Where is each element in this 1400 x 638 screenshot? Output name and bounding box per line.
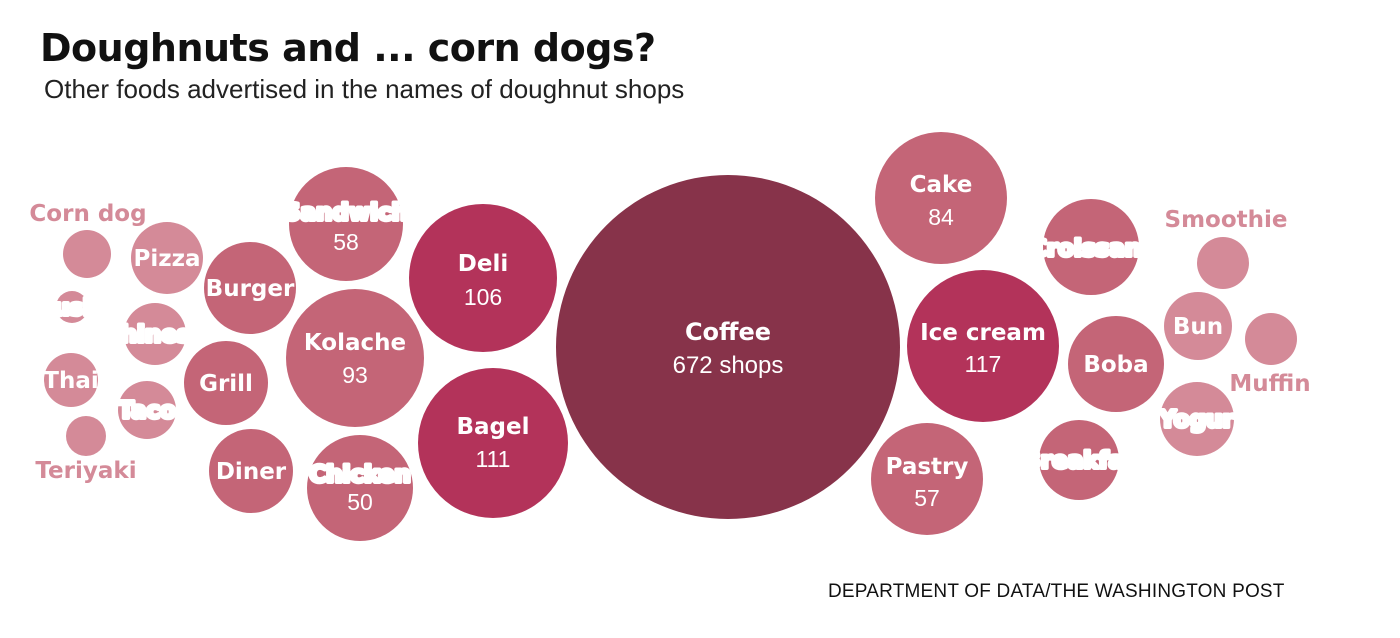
bubble-label-sandwich: Sandwich — [284, 200, 408, 226]
bubble-pastry — [871, 423, 983, 535]
bubble-label-chicken: Chicken — [309, 462, 410, 488]
bubble-label-smoothie: Smoothie — [1165, 207, 1288, 233]
bubble-label-boba: Boba — [1083, 352, 1148, 378]
bubble-cake — [875, 132, 1007, 264]
bubble-value-kolache: 93 — [342, 362, 368, 388]
bubble-label-bagel: Bagel — [457, 414, 530, 440]
source-credit: DEPARTMENT OF DATA/THE WASHINGTON POST — [828, 581, 1285, 602]
bubble-corn-dog — [63, 230, 111, 278]
bubble-muffin — [1245, 313, 1297, 365]
bubble-label-burger: Burger — [206, 276, 295, 302]
bubble-label-sushi: Sushi — [38, 296, 106, 321]
bubble-value-deli: 106 — [464, 284, 502, 310]
bubble-smoothie — [1197, 237, 1249, 289]
bubble-value-coffee: 672 shops — [673, 352, 784, 379]
bubble-thai — [44, 353, 98, 407]
bubble-value-pastry: 57 — [914, 485, 940, 511]
bubble-label-cake: Cake — [910, 172, 973, 198]
chart-subtitle: Other foods advertised in the names of d… — [44, 74, 685, 104]
bubble-label-diner: Diner — [216, 459, 287, 485]
bubble-label-taco: Taco — [118, 398, 176, 424]
bubble-chicken — [307, 435, 413, 541]
bubble-label-chinese: Chinese — [104, 322, 206, 348]
bubble-value-sandwich: 58 — [333, 229, 359, 255]
bubble-label-pastry: Pastry — [886, 454, 969, 480]
bubble-croissant — [1043, 199, 1139, 295]
bubble-breakfast — [1039, 420, 1119, 500]
bubble-label-thai: Thai — [43, 368, 98, 394]
bubble-label-ice-cream: Ice cream — [920, 320, 1046, 346]
bubble-label-grill: Grill — [199, 371, 253, 397]
bubble-coffee — [556, 175, 900, 519]
bubble-label-teriyaki: Teriyaki — [35, 458, 136, 484]
bubble-value-chicken: 50 — [347, 489, 373, 515]
bubble-bagel — [418, 368, 568, 518]
bubble-sushi — [56, 291, 88, 323]
chart-title: Doughnuts and ... corn dogs? — [40, 26, 656, 70]
bubble-yogurt — [1160, 382, 1234, 456]
bubble-label-kolache: Kolache — [304, 330, 406, 356]
bubble-value-ice-cream: 117 — [965, 351, 1002, 377]
bubble-label-breakfast: Breakfast — [1023, 448, 1149, 474]
bubble-label-coffee: Coffee — [685, 318, 771, 346]
bubble-diner — [209, 429, 293, 513]
bubble-label-pizza: Pizza — [133, 246, 200, 272]
bubble-ice-cream — [907, 270, 1059, 422]
bubble-label-bun: Bun — [1173, 314, 1223, 340]
bubble-label-corn-dog: Corn dog — [29, 201, 146, 227]
bubble-bun — [1164, 292, 1232, 360]
bubble-label-muffin: Muffin — [1229, 371, 1310, 397]
bubble-value-cake: 84 — [928, 204, 954, 230]
bubble-kolache — [286, 289, 424, 427]
bubble-deli — [409, 204, 557, 352]
bubble-label-deli: Deli — [458, 251, 508, 277]
bubble-boba — [1068, 316, 1164, 412]
bubble-burger — [204, 242, 296, 334]
bubble-sandwich — [289, 167, 403, 281]
bubble-taco — [118, 381, 176, 439]
bubble-pizza — [131, 222, 203, 294]
bubble-label-yogurt: Yogurt — [1158, 407, 1245, 433]
bubble-label-croissant: Croissant — [1030, 236, 1152, 262]
bubble-value-bagel: 111 — [476, 446, 511, 472]
bubble-chinese — [124, 303, 186, 365]
bubble-grill — [184, 341, 268, 425]
bubble-teriyaki — [66, 416, 106, 456]
